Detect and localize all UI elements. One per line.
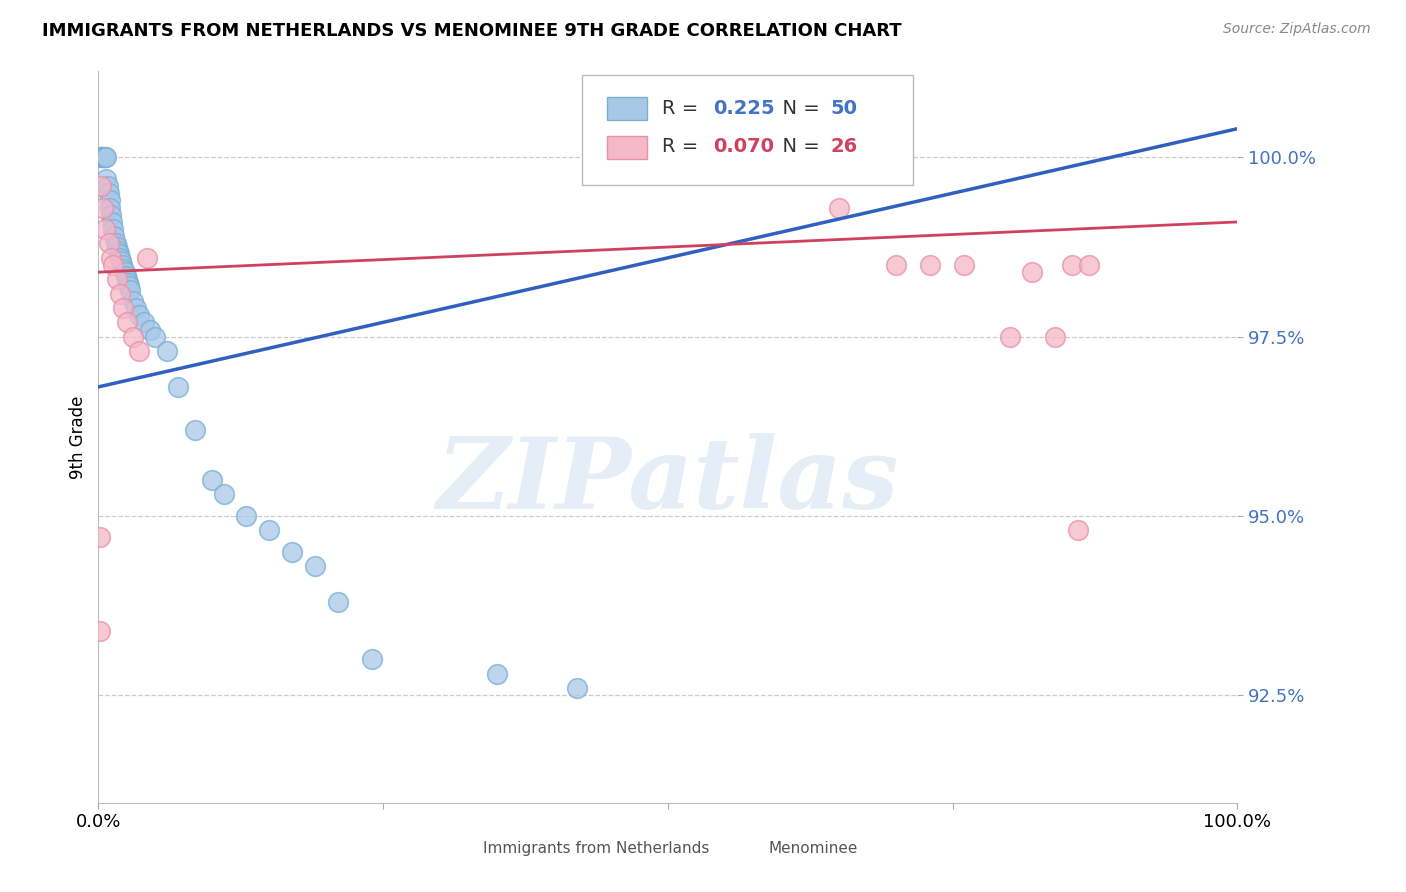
Point	[235, 508, 257, 523]
Point	[612, 150, 634, 164]
Text: ZIPatlas: ZIPatlas	[437, 433, 898, 529]
FancyBboxPatch shape	[440, 840, 474, 856]
Point	[304, 559, 326, 574]
Point	[884, 258, 907, 272]
Text: IMMIGRANTS FROM NETHERLANDS VS MENOMINEE 9TH GRADE CORRELATION CHART: IMMIGRANTS FROM NETHERLANDS VS MENOMINEE…	[42, 22, 901, 40]
Point	[105, 240, 128, 254]
Point	[132, 315, 155, 329]
Point	[918, 258, 941, 272]
Text: Source: ZipAtlas.com: Source: ZipAtlas.com	[1223, 22, 1371, 37]
Point	[1067, 524, 1090, 538]
Point	[184, 423, 207, 437]
Point	[94, 150, 117, 164]
Point	[97, 236, 120, 251]
Text: R =: R =	[662, 137, 704, 156]
Point	[90, 150, 112, 164]
Point	[128, 308, 150, 322]
Point	[565, 681, 588, 695]
Point	[281, 545, 304, 559]
Point	[486, 666, 509, 681]
Point	[108, 247, 131, 261]
Point	[115, 315, 138, 329]
FancyBboxPatch shape	[725, 840, 759, 856]
Point	[1021, 265, 1043, 279]
Point	[103, 229, 125, 244]
Point	[93, 150, 115, 164]
Text: Menominee: Menominee	[768, 840, 858, 855]
Point	[94, 222, 117, 236]
FancyBboxPatch shape	[582, 75, 912, 185]
Point	[138, 322, 160, 336]
Point	[156, 344, 179, 359]
Point	[145, 329, 167, 343]
Point	[105, 272, 128, 286]
Point	[104, 236, 127, 251]
Point	[167, 380, 190, 394]
Point	[112, 301, 135, 315]
Text: 0.225: 0.225	[713, 99, 775, 118]
Point	[108, 251, 131, 265]
Point	[117, 276, 139, 290]
FancyBboxPatch shape	[607, 136, 647, 159]
FancyBboxPatch shape	[607, 97, 647, 120]
Point	[96, 179, 118, 194]
Point	[107, 244, 129, 258]
Point	[91, 201, 114, 215]
Point	[111, 258, 134, 272]
Point	[770, 150, 793, 164]
Point	[1078, 258, 1101, 272]
Point	[112, 261, 135, 276]
Point	[326, 595, 349, 609]
Point	[828, 201, 851, 215]
Point	[115, 272, 138, 286]
Point	[128, 344, 150, 359]
Point	[1043, 329, 1066, 343]
Point	[90, 179, 112, 194]
Point	[125, 301, 148, 315]
Point	[201, 473, 224, 487]
Point	[118, 279, 141, 293]
Text: N =: N =	[770, 137, 827, 156]
Point	[98, 201, 121, 215]
Point	[103, 258, 125, 272]
Point	[90, 150, 112, 164]
Point	[114, 265, 136, 279]
Point	[136, 251, 159, 265]
Point	[259, 524, 281, 538]
Text: 50: 50	[831, 99, 858, 118]
Point	[89, 624, 111, 638]
Point	[101, 215, 124, 229]
Point	[108, 286, 131, 301]
Point	[103, 222, 125, 236]
Text: 0.070: 0.070	[713, 137, 775, 156]
Point	[953, 258, 976, 272]
Point	[121, 329, 143, 343]
Y-axis label: 9th Grade: 9th Grade	[69, 395, 87, 479]
Point	[114, 268, 136, 283]
Point	[97, 186, 120, 201]
Text: N =: N =	[770, 99, 827, 118]
Point	[1062, 258, 1084, 272]
Point	[91, 150, 114, 164]
Point	[121, 293, 143, 308]
Point	[89, 150, 111, 164]
Text: Immigrants from Netherlands: Immigrants from Netherlands	[484, 840, 710, 855]
Text: 26: 26	[831, 137, 858, 156]
Point	[120, 283, 142, 297]
Point	[100, 251, 122, 265]
Point	[360, 652, 382, 666]
Point	[89, 531, 111, 545]
Point	[96, 172, 118, 186]
Point	[96, 150, 118, 164]
Text: R =: R =	[662, 99, 704, 118]
Point	[98, 194, 121, 208]
Point	[998, 329, 1021, 343]
Point	[110, 254, 132, 268]
Point	[212, 487, 235, 501]
Point	[100, 208, 122, 222]
